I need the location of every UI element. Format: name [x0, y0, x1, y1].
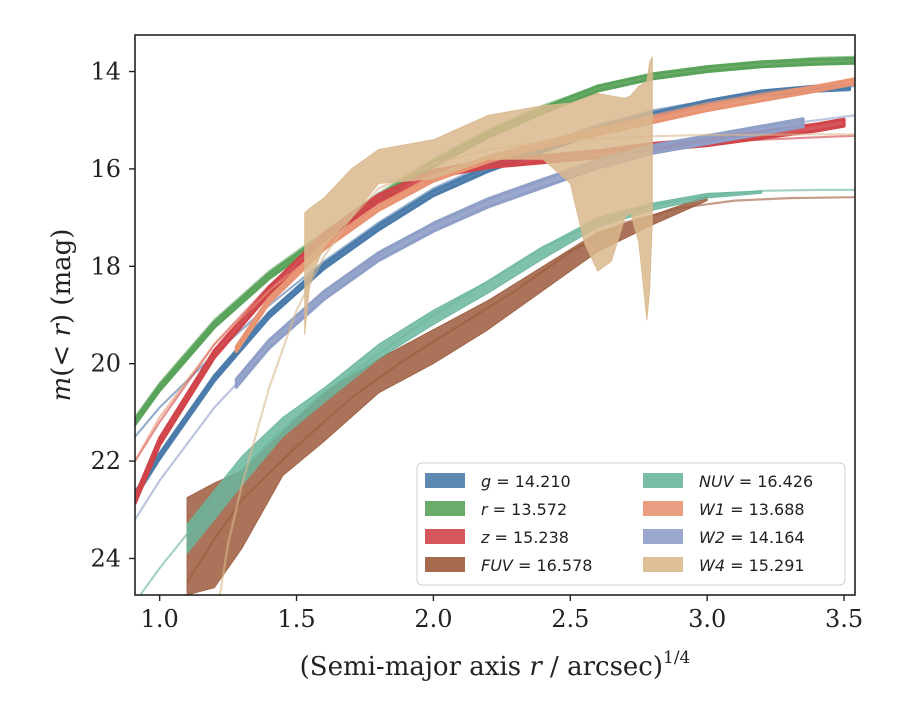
- legend-swatch-r: [425, 501, 465, 516]
- axes-frame: [134, 34, 856, 596]
- legend-label-w2: W2 = 14.164: [699, 528, 805, 547]
- legend-swatch-nuv: [643, 473, 683, 488]
- series-model-line-r: [135, 55, 855, 418]
- series-band-nuv: [186, 190, 763, 554]
- legend: g = 14.210 r = 13.572 z = 15.238 FUV = 16.5…: [416, 462, 846, 586]
- x-tick-label: 1.5: [277, 605, 315, 633]
- plot-area: [135, 55, 855, 595]
- y-tick-label: 20: [90, 350, 121, 378]
- legend-swatch-fuv: [425, 557, 465, 572]
- legend-swatch-w4: [643, 557, 683, 572]
- legend-swatch-g: [425, 473, 465, 488]
- x-tick-label: 2.0: [414, 605, 452, 633]
- series-band-w2: [234, 117, 805, 389]
- y-tick-label: 16: [90, 155, 121, 183]
- legend-swatch-w1: [643, 501, 683, 516]
- legend-label-fuv: FUV = 16.578: [481, 556, 592, 575]
- legend-label-z: z = 15.238: [480, 528, 569, 547]
- y-tick-label: 24: [90, 544, 121, 572]
- y-tick-label: 14: [90, 58, 121, 86]
- y-tick-label: 18: [90, 252, 121, 280]
- x-tick-label: 3.0: [688, 605, 726, 633]
- tick-group: 1.0 1.5 2.0 2.5 3.0 3.5 14 16 18 20 22 24: [90, 58, 863, 633]
- legend-label-nuv: NUV = 16.426: [699, 472, 813, 491]
- series-band-w4: [304, 56, 653, 335]
- legend-label-w4: W4 = 15.291: [699, 556, 805, 575]
- legend-swatch-w2: [643, 529, 683, 544]
- x-tick-label: 1.0: [141, 605, 179, 633]
- legend-swatch-z: [425, 529, 465, 544]
- y-axis-label: m(< r) (mag): [47, 229, 77, 402]
- legend-label-w1: W1 = 13.688: [699, 500, 805, 519]
- series-group: [135, 55, 855, 595]
- y-tick-label: 22: [90, 447, 121, 475]
- legend-label-g: g = 14.210: [481, 472, 571, 491]
- legend-label-r: r = 13.572: [481, 500, 567, 519]
- x-tick-label: 3.5: [825, 605, 863, 633]
- x-tick-label: 2.5: [551, 605, 589, 633]
- legend-box: [416, 462, 846, 586]
- x-axis-label: (Semi-major axis r / arcsec)1/4: [300, 648, 691, 682]
